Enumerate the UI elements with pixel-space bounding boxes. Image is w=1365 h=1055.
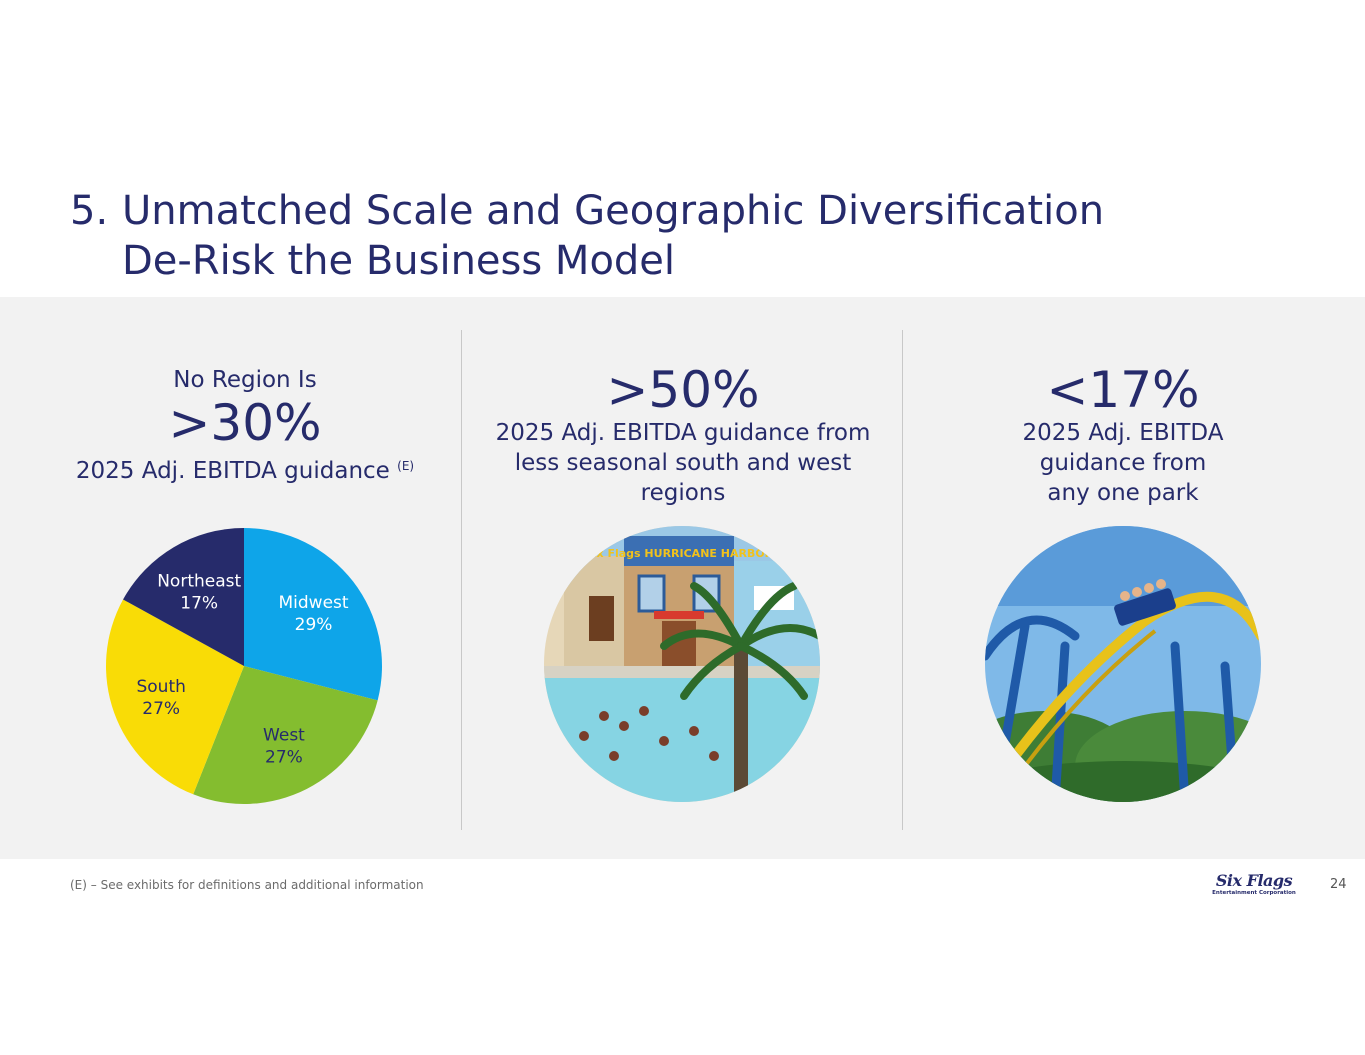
roller-coaster-photo-icon xyxy=(985,526,1261,802)
pie-slice-northeast xyxy=(123,528,244,666)
region-pie-chart: Midwest 29%West 27%South 27%Northeast 17% xyxy=(106,528,382,804)
stat-value: >30% xyxy=(168,394,322,452)
pie-label-west: West 27% xyxy=(263,725,305,767)
stat-description-line-2: guidance from xyxy=(1039,450,1207,476)
title-line-2: De-Risk the Business Model xyxy=(122,238,676,284)
pie-category-label: Midwest xyxy=(278,593,348,613)
stat-description: 2025 Adj. EBITDA guidance (E) xyxy=(40,451,450,486)
seasonal-stat-column: >50% 2025 Adj. EBITDA guidance from less… xyxy=(475,362,891,508)
stat-description: 2025 Adj. EBITDA guidance from less seas… xyxy=(495,420,871,506)
logo-wordmark: Six Flags xyxy=(1215,871,1293,890)
pie-category-label: Northeast xyxy=(157,571,241,591)
page-number: 24 xyxy=(1330,877,1347,892)
pie-slice-west xyxy=(193,666,378,804)
pie-value-label: 27% xyxy=(265,747,303,767)
stat-description-line-3: any one park xyxy=(1047,480,1199,506)
pie-value-label: 27% xyxy=(142,699,180,719)
stat-value: <17% xyxy=(1046,361,1200,419)
pie-value-label: 17% xyxy=(180,593,218,613)
pie-category-label: South xyxy=(136,677,185,697)
title-line-1: Unmatched Scale and Geographic Diversifi… xyxy=(122,188,1105,234)
pie-label-northeast: Northeast 17% xyxy=(157,571,241,613)
water-park-photo-icon: Six Flags HURRICANE HARBOR xyxy=(544,526,820,802)
stat-description-text: 2025 Adj. EBITDA guidance xyxy=(75,458,390,484)
footnote-marker: (E) xyxy=(397,459,415,473)
column-divider-1 xyxy=(461,330,462,830)
region-stat-column: No Region Is >30% 2025 Adj. EBITDA guida… xyxy=(40,365,450,486)
six-flags-logo: Six Flags Entertainment Corporation xyxy=(1208,872,1300,897)
logo-subtitle: Entertainment Corporation xyxy=(1212,890,1296,896)
pie-value-label: 29% xyxy=(295,615,333,635)
page-title: 5. Unmatched Scale and Geographic Divers… xyxy=(70,186,1104,286)
pie-slice-midwest xyxy=(244,528,382,701)
stat-lead: No Region Is xyxy=(173,367,317,393)
pie-label-midwest: Midwest 29% xyxy=(278,593,348,635)
stat-description-line-1: 2025 Adj. EBITDA xyxy=(1022,420,1224,446)
park-sign-text: Six Flags HURRICANE HARBOR xyxy=(585,547,774,560)
column-divider-2 xyxy=(902,330,903,830)
pie-category-label: West xyxy=(263,725,305,745)
park-stat-column: <17% 2025 Adj. EBITDA guidance from any … xyxy=(913,362,1333,508)
pie-label-south: South 27% xyxy=(136,677,185,719)
pie-slice-south xyxy=(106,599,244,795)
title-number: 5. xyxy=(70,188,109,234)
footnote: (E) – See exhibits for definitions and a… xyxy=(70,878,424,892)
stat-value: >50% xyxy=(606,361,760,419)
